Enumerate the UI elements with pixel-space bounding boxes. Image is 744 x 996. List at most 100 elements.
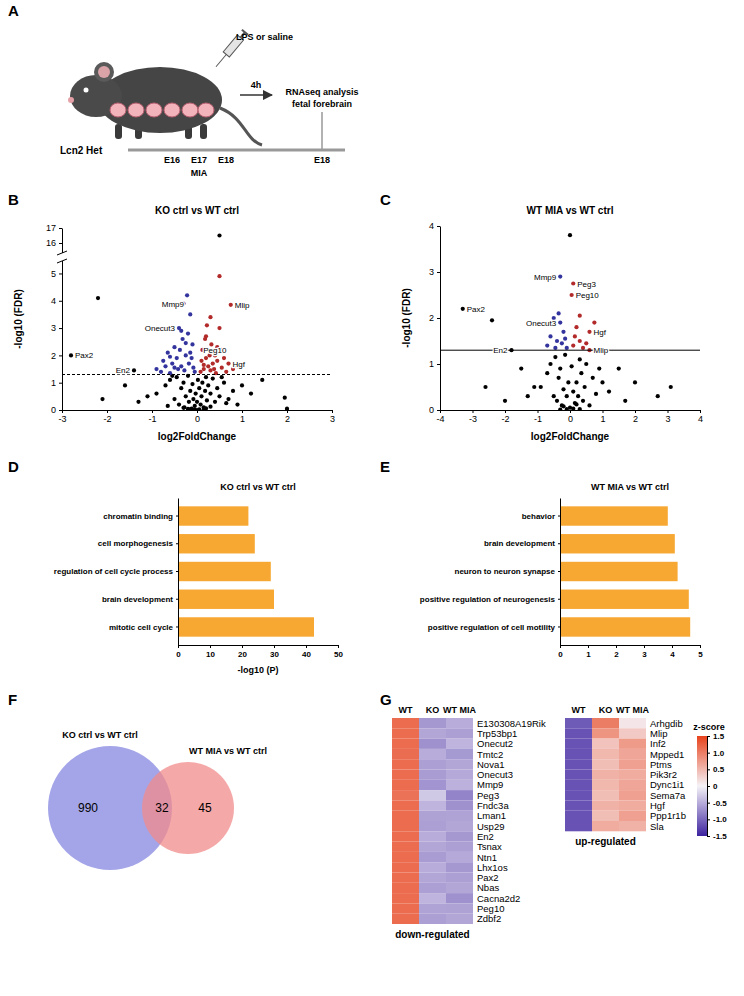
point	[285, 407, 289, 410]
category-axis-tick-mark	[558, 626, 560, 627]
heatmap-cell	[592, 800, 619, 810]
point	[548, 334, 552, 338]
y-axis-tick-label: 3	[429, 267, 434, 277]
heatmap-cell	[619, 728, 646, 738]
point	[583, 385, 587, 389]
point	[578, 407, 582, 410]
heatmap-cell	[446, 903, 473, 913]
heatmap-cell	[446, 883, 473, 893]
embryo	[182, 103, 198, 117]
point	[204, 334, 208, 338]
x-axis-tick: -1	[534, 410, 542, 424]
point	[576, 394, 580, 398]
heatmap-caption: down-regulated	[395, 929, 469, 940]
heatmap-cell	[565, 728, 592, 738]
readout-label: RNAseq analysis	[285, 87, 358, 97]
mouse-ear	[94, 62, 114, 82]
colorbar-axis: 1.51.00.50-0.5-1.0-1.5	[707, 732, 727, 841]
chart-title: WT MIA vs WT ctrl	[527, 205, 614, 216]
heatmap-cell	[565, 770, 592, 780]
value-axis-tick-label: 4	[670, 650, 675, 659]
x-axis-tick-mark	[505, 410, 506, 413]
x-axis-tick: 3	[330, 410, 335, 424]
point	[617, 366, 621, 370]
point	[217, 274, 221, 278]
point	[231, 389, 235, 393]
point	[211, 376, 215, 380]
gene-label: En2	[116, 366, 131, 375]
value-axis-line	[561, 645, 701, 646]
value-axis-tick-mark	[644, 645, 645, 648]
point	[182, 368, 186, 372]
colorbar-axis-tick-mark	[707, 769, 710, 770]
point	[570, 293, 574, 297]
heatmap-cell	[419, 821, 446, 831]
heatmap-cell	[392, 842, 419, 852]
y-axis-tick: 3	[51, 323, 62, 333]
y-axis-tick: 4	[429, 221, 440, 231]
y-axis-line	[440, 227, 441, 411]
interval-label: 4h	[251, 80, 262, 90]
value-axis: 012345	[558, 645, 703, 659]
point	[204, 356, 208, 360]
heatmap-cells	[392, 718, 473, 924]
embryo	[198, 103, 214, 117]
y-axis-tick-mark	[59, 273, 62, 274]
point	[545, 343, 549, 347]
bar	[560, 590, 689, 609]
point	[579, 371, 583, 375]
x-axis-tick-label: 0	[195, 414, 200, 424]
heatmap-cell	[446, 728, 473, 738]
point	[558, 407, 562, 410]
colorbar-axis-tick: 1.5	[707, 732, 725, 741]
y-axis-tick-mark	[437, 272, 440, 273]
colorbar-axis-tick-label: 0.5	[713, 765, 725, 774]
heatmap-cell	[392, 749, 419, 759]
x-axis-tick: 0	[195, 410, 200, 424]
timeline-label: E16	[164, 155, 180, 165]
category-axis-tick-label: brain development	[484, 539, 555, 548]
point	[557, 376, 561, 380]
point	[212, 367, 216, 371]
value-axis-tick: 20	[238, 645, 247, 659]
heatmap-cell	[419, 759, 446, 769]
category-axis-tick-mark	[176, 599, 178, 600]
category-axis-tick-mark	[176, 543, 178, 544]
point	[145, 394, 149, 398]
point	[594, 392, 598, 396]
x-axis: -4-3-2-101234	[436, 410, 703, 424]
point	[260, 378, 264, 382]
heatmap-cell	[392, 718, 419, 728]
heatmap-cell	[446, 790, 473, 800]
gene-label: Peg3	[577, 280, 596, 289]
x-axis-tick-label: 3	[665, 414, 670, 424]
point	[182, 405, 186, 409]
value-axis-tick: 50	[334, 645, 343, 659]
colorbar-axis-tick: 0.5	[707, 765, 725, 774]
point	[168, 355, 172, 359]
point	[166, 404, 170, 408]
point	[199, 359, 203, 363]
threshold-line	[440, 350, 700, 351]
point	[188, 389, 192, 393]
point	[179, 364, 183, 368]
value-axis-tick-label: 2	[614, 650, 619, 659]
y-axis-tick-mark	[437, 364, 440, 365]
category-axis-tick-label: neuron to neuron synapse	[455, 567, 556, 576]
category-axis-tick: behavior	[522, 512, 560, 521]
column-label: WT MIA	[616, 705, 649, 715]
value-axis-tick-mark	[274, 645, 275, 648]
category-axis-tick-mark	[558, 516, 560, 517]
gene-label: Mmp9	[534, 273, 557, 282]
point	[561, 387, 565, 391]
point	[181, 381, 185, 385]
heatmap-cell	[419, 893, 446, 903]
point	[205, 323, 209, 327]
point	[187, 400, 191, 404]
embryo	[164, 103, 180, 117]
point	[187, 361, 191, 365]
point	[197, 386, 201, 390]
colorbar-axis-tick-label: -1.0	[713, 815, 727, 824]
y-axis-tick-mark	[59, 301, 62, 302]
category-axis-tick: regulation of cell cycle process	[54, 567, 178, 576]
